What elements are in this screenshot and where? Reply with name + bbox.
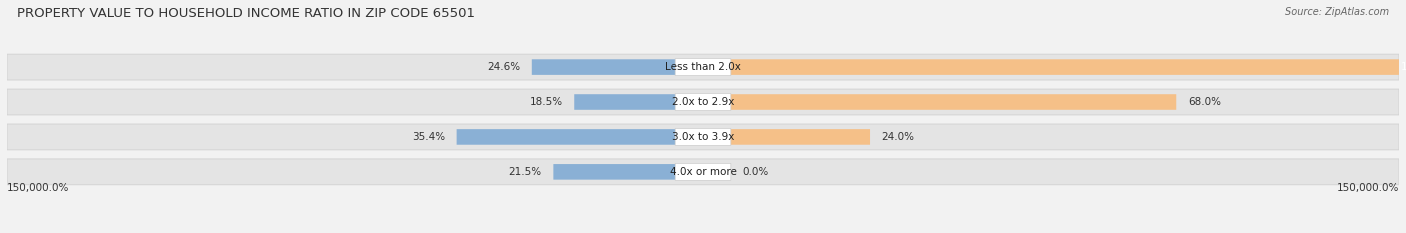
- Text: 2.0x to 2.9x: 2.0x to 2.9x: [672, 97, 734, 107]
- Text: 24.6%: 24.6%: [486, 62, 520, 72]
- Text: Source: ZipAtlas.com: Source: ZipAtlas.com: [1285, 7, 1389, 17]
- Text: 68.0%: 68.0%: [1188, 97, 1220, 107]
- Text: 4.0x or more: 4.0x or more: [669, 167, 737, 177]
- FancyBboxPatch shape: [7, 54, 1399, 80]
- FancyBboxPatch shape: [7, 124, 1399, 150]
- Text: 3.0x to 3.9x: 3.0x to 3.9x: [672, 132, 734, 142]
- Text: PROPERTY VALUE TO HOUSEHOLD INCOME RATIO IN ZIP CODE 65501: PROPERTY VALUE TO HOUSEHOLD INCOME RATIO…: [17, 7, 475, 20]
- FancyBboxPatch shape: [703, 94, 1177, 110]
- FancyBboxPatch shape: [675, 128, 731, 145]
- FancyBboxPatch shape: [675, 93, 731, 110]
- FancyBboxPatch shape: [703, 129, 870, 145]
- Text: 150,000.0%: 150,000.0%: [7, 183, 69, 192]
- Text: 18.5%: 18.5%: [530, 97, 562, 107]
- FancyBboxPatch shape: [554, 164, 703, 180]
- FancyBboxPatch shape: [574, 94, 703, 110]
- Text: 150,000.0%: 150,000.0%: [1337, 183, 1399, 192]
- Text: 24.0%: 24.0%: [882, 132, 915, 142]
- FancyBboxPatch shape: [703, 59, 1399, 75]
- Text: 146,176.0%: 146,176.0%: [1402, 62, 1406, 72]
- Text: 0.0%: 0.0%: [742, 167, 769, 177]
- FancyBboxPatch shape: [675, 58, 731, 75]
- FancyBboxPatch shape: [7, 159, 1399, 185]
- FancyBboxPatch shape: [7, 89, 1399, 115]
- Text: 21.5%: 21.5%: [509, 167, 541, 177]
- Text: Less than 2.0x: Less than 2.0x: [665, 62, 741, 72]
- Text: 35.4%: 35.4%: [412, 132, 446, 142]
- FancyBboxPatch shape: [457, 129, 703, 145]
- FancyBboxPatch shape: [675, 163, 731, 180]
- FancyBboxPatch shape: [531, 59, 703, 75]
